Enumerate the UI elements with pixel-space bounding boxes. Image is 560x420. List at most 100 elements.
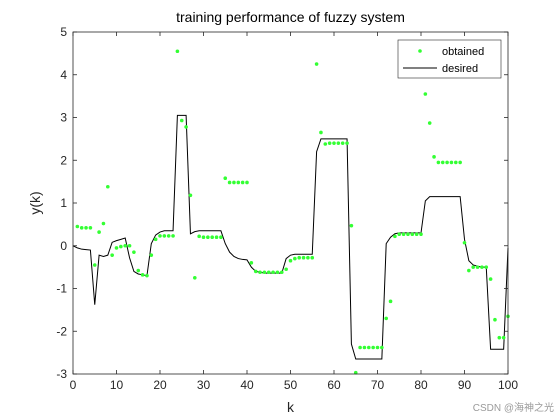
data-point-obtained <box>432 155 436 159</box>
data-point-obtained <box>484 265 489 269</box>
data-point-obtained <box>480 265 484 269</box>
x-tick-label: 0 <box>70 378 77 392</box>
x-tick-label: 90 <box>458 378 472 392</box>
data-point-obtained <box>314 62 319 66</box>
data-point-obtained <box>475 265 480 269</box>
data-point-obtained <box>153 237 158 242</box>
data-point-obtained <box>240 180 245 185</box>
data-point-obtained <box>197 234 201 239</box>
data-point-obtained <box>127 243 132 248</box>
data-point-obtained <box>375 345 380 350</box>
data-point-obtained <box>92 263 97 267</box>
legend-marker-obtained <box>418 49 422 53</box>
data-point-obtained <box>406 232 410 237</box>
data-point-obtained <box>449 160 454 165</box>
data-point-obtained <box>110 253 114 257</box>
series-layer <box>72 49 510 375</box>
data-point-obtained <box>175 49 180 54</box>
legend-box <box>397 39 502 79</box>
data-point-obtained <box>271 270 275 275</box>
data-point-obtained <box>145 273 149 278</box>
data-point-obtained <box>253 269 258 274</box>
y-axis-label: y(k) <box>27 191 43 214</box>
data-point-obtained <box>149 253 154 257</box>
legend-label-desired: desired <box>442 63 478 75</box>
data-point-obtained <box>358 345 362 350</box>
x-tick-label: 40 <box>240 378 254 392</box>
data-point-obtained <box>114 246 119 250</box>
data-point-obtained <box>88 226 93 230</box>
data-point-obtained <box>258 270 262 275</box>
data-point-obtained <box>436 160 441 165</box>
data-point-obtained <box>188 193 193 198</box>
data-point-obtained <box>97 230 101 234</box>
y-tick-label: 3 <box>60 111 67 125</box>
y-tick-label: -1 <box>56 282 67 296</box>
data-point-obtained <box>266 270 271 275</box>
data-point-obtained <box>332 141 336 145</box>
watermark: CSDN @海神之光 <box>472 403 554 414</box>
data-point-obtained <box>219 235 223 239</box>
data-point-obtained <box>262 270 267 275</box>
data-point-obtained <box>179 118 184 123</box>
data-point-obtained <box>75 224 80 229</box>
chart-title: training performance of fuzzy system <box>176 9 405 25</box>
data-point-obtained <box>336 141 341 145</box>
data-point-obtained <box>497 335 502 340</box>
data-point-obtained <box>410 232 415 237</box>
data-point-obtained <box>419 232 423 237</box>
legend-label-obtained: obtained <box>442 46 484 58</box>
data-point-obtained <box>227 180 232 185</box>
data-point-obtained <box>166 234 171 238</box>
data-point-obtained <box>319 130 323 135</box>
data-point-obtained <box>501 335 506 340</box>
data-point-obtained <box>193 276 197 280</box>
data-point-obtained <box>345 141 349 145</box>
data-point-obtained <box>236 180 241 185</box>
data-point-obtained <box>440 160 445 165</box>
data-point-obtained <box>214 235 219 239</box>
data-point-obtained <box>471 265 476 269</box>
data-point-obtained <box>397 232 402 237</box>
data-point-obtained <box>284 267 288 272</box>
data-point-obtained <box>349 223 354 228</box>
x-tick-label: 100 <box>498 378 518 392</box>
data-point-obtained <box>301 255 306 260</box>
data-point-obtained <box>184 125 188 129</box>
x-tick-label: 60 <box>327 378 341 392</box>
data-point-obtained <box>249 261 254 265</box>
y-tick-label: -3 <box>56 367 67 381</box>
data-point-obtained <box>297 255 302 260</box>
data-point-obtained <box>136 268 141 273</box>
data-point-obtained <box>423 92 428 96</box>
data-point-obtained <box>488 277 493 281</box>
y-tick-label: 1 <box>60 196 67 210</box>
data-point-obtained <box>467 268 471 273</box>
x-tick-label: 70 <box>371 378 385 392</box>
plot-area <box>73 32 508 374</box>
data-point-obtained <box>388 299 393 304</box>
data-point-obtained <box>201 235 206 239</box>
data-point-obtained <box>280 270 284 275</box>
data-point-obtained <box>232 180 236 185</box>
data-point-obtained <box>393 234 397 239</box>
x-tick-label: 20 <box>153 378 167 392</box>
data-point-obtained <box>119 244 123 249</box>
data-point-obtained <box>362 345 367 350</box>
data-point-obtained <box>245 180 249 185</box>
data-point-obtained <box>414 232 419 237</box>
data-point-obtained <box>275 270 280 275</box>
x-tick-label: 10 <box>110 378 124 392</box>
data-point-obtained <box>401 232 406 237</box>
data-point-obtained <box>380 345 384 350</box>
data-point-obtained <box>79 226 84 230</box>
data-point-obtained <box>327 141 332 145</box>
x-tick-label: 50 <box>284 378 298 392</box>
data-point-obtained <box>140 273 145 277</box>
data-point-obtained <box>340 141 345 145</box>
data-point-obtained <box>445 160 449 165</box>
x-axis-label: k <box>287 399 295 415</box>
data-point-obtained <box>454 160 458 165</box>
data-point-obtained <box>171 234 175 238</box>
x-tick-label: 80 <box>414 378 428 392</box>
